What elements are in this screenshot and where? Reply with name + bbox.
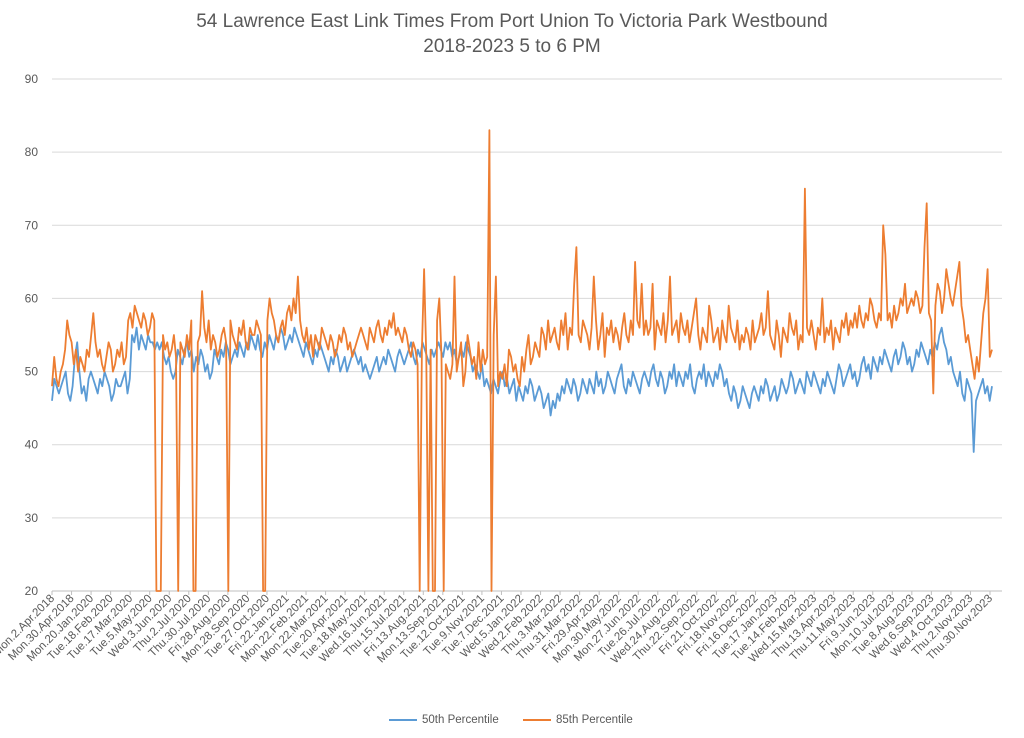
legend-swatch-85th: [523, 719, 551, 721]
legend: 50th Percentile 85th Percentile: [0, 714, 1024, 730]
y-tick-label: 90: [25, 72, 39, 86]
series-lines: [51, 129, 993, 592]
legend-label-85th: 85th Percentile: [556, 714, 633, 726]
y-axis: 20 30 40 50 60 70 80 90: [25, 72, 39, 598]
legend-item-85th: 85th Percentile: [523, 714, 633, 726]
y-tick-label: 60: [25, 291, 39, 305]
legend-label-50th: 50th Percentile: [422, 714, 499, 726]
x-axis: Mon.2.Apr.2018Mon.30.Apr.2018Mon.20.Jan.…: [0, 591, 995, 666]
y-tick-label: 20: [25, 584, 39, 598]
gridlines: [52, 78, 1002, 592]
chart-title: 54 Lawrence East Link Times From Port Un…: [196, 11, 828, 32]
y-tick-label: 50: [25, 365, 39, 379]
chart-subtitle: 2018-2023 5 to 6 PM: [423, 36, 601, 57]
legend-item-50th: 50th Percentile: [389, 714, 499, 726]
y-tick-label: 40: [25, 438, 39, 452]
legend-swatch-50th: [389, 719, 417, 721]
series-line-85th-percentile: [51, 129, 993, 592]
y-tick-label: 70: [25, 218, 39, 232]
y-tick-label: 30: [25, 511, 39, 525]
y-tick-label: 80: [25, 145, 39, 159]
series-line-50th-percentile: [51, 326, 993, 453]
